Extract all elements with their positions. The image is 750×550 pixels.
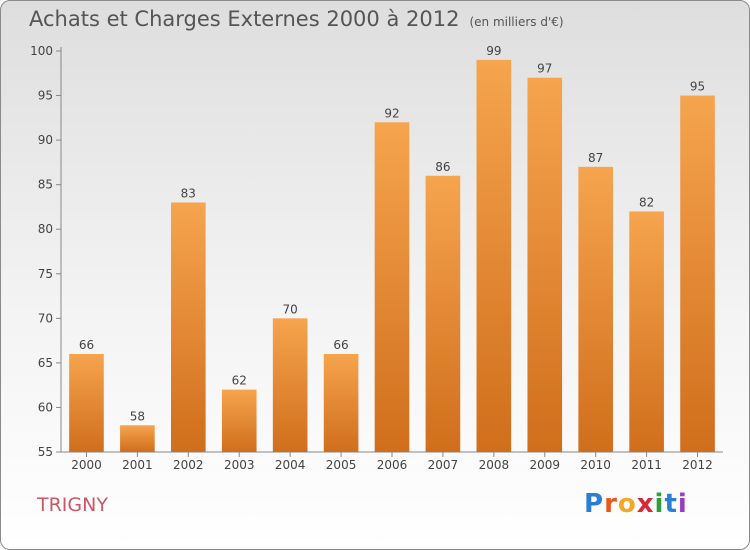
chart-subtitle: (en milliers d'€) bbox=[469, 15, 564, 29]
bars bbox=[69, 59, 715, 453]
x-tick-label-2004: 2004 bbox=[275, 458, 306, 472]
bar-2008 bbox=[476, 59, 512, 453]
value-label-2006: 92 bbox=[384, 106, 399, 120]
value-label-2010: 87 bbox=[588, 151, 603, 165]
y-tick-label: 55 bbox=[38, 445, 53, 459]
bar-2009 bbox=[527, 77, 563, 452]
bar-2004 bbox=[272, 318, 308, 452]
value-label-2004: 70 bbox=[283, 302, 298, 316]
y-tick-label: 80 bbox=[38, 222, 53, 236]
bar-2003 bbox=[221, 389, 257, 452]
proxiti-logo[interactable]: Proxiti bbox=[584, 489, 688, 519]
x-tick-label-2005: 2005 bbox=[326, 458, 357, 472]
value-label-2001: 58 bbox=[130, 409, 145, 423]
logo-letter: o bbox=[617, 489, 637, 519]
x-tick-label-2007: 2007 bbox=[428, 458, 459, 472]
x-tick-label-2011: 2011 bbox=[631, 458, 662, 472]
value-label-2003: 62 bbox=[232, 374, 247, 388]
value-label-2007: 86 bbox=[435, 160, 450, 174]
bar-2000 bbox=[69, 353, 104, 452]
value-label-2009: 97 bbox=[537, 62, 552, 76]
value-label-2005: 66 bbox=[333, 338, 348, 352]
logo-letter: x bbox=[636, 489, 655, 519]
x-tick-label-2002: 2002 bbox=[173, 458, 204, 472]
value-labels: 66 58 83 62 70 66 92 86 99 97 87 82 95 bbox=[79, 44, 705, 423]
value-label-2002: 83 bbox=[181, 186, 196, 200]
x-tick-label-2010: 2010 bbox=[580, 458, 611, 472]
bar-2012 bbox=[680, 95, 715, 453]
y-tick-label: 100 bbox=[30, 44, 53, 58]
title-text: Achats et Charges Externes 2000 à 2012 bbox=[29, 7, 460, 31]
bar-2001 bbox=[120, 425, 155, 452]
logo-letter: i bbox=[677, 489, 688, 519]
y-tick-label: 60 bbox=[38, 400, 53, 414]
x-tick-label-2012: 2012 bbox=[682, 458, 713, 472]
y-tick-label: 70 bbox=[38, 311, 53, 325]
y-tick-label: 85 bbox=[38, 178, 53, 192]
commune-name: TRIGNY bbox=[37, 494, 108, 516]
bar-2010 bbox=[578, 166, 614, 452]
y-tick-label: 95 bbox=[38, 89, 53, 103]
value-label-2000: 66 bbox=[79, 338, 94, 352]
value-label-2008: 99 bbox=[486, 44, 501, 58]
logo-letter: i bbox=[654, 489, 665, 519]
logo-letter: t bbox=[664, 489, 678, 519]
x-tick-label-2000: 2000 bbox=[71, 458, 102, 472]
bar-2002 bbox=[170, 202, 206, 452]
bar-2007 bbox=[425, 175, 461, 452]
chart-title: Achats et Charges Externes 2000 à 2012 (e… bbox=[29, 7, 564, 31]
bar-2011 bbox=[629, 211, 664, 452]
y-tick-label: 90 bbox=[38, 133, 53, 147]
value-label-2012: 95 bbox=[690, 80, 705, 94]
bar-2006 bbox=[374, 122, 410, 453]
x-tick-label-2006: 2006 bbox=[377, 458, 408, 472]
x-tick-label-2001: 2001 bbox=[122, 458, 153, 472]
logo-letter: P bbox=[584, 489, 605, 519]
x-tick-label-2009: 2009 bbox=[529, 458, 560, 472]
logo-letter: r bbox=[604, 489, 618, 519]
bar-2005 bbox=[323, 353, 359, 452]
y-tick-label: 65 bbox=[38, 356, 53, 370]
value-label-2011: 82 bbox=[639, 195, 654, 209]
axes: 55 60 65 70 75 80 85 90 95 100 2000 2001 2002 2003 200… bbox=[30, 44, 723, 472]
x-tick-label-2008: 2008 bbox=[479, 458, 510, 472]
y-tick-label: 75 bbox=[38, 267, 53, 281]
x-tick-label-2003: 2003 bbox=[224, 458, 255, 472]
